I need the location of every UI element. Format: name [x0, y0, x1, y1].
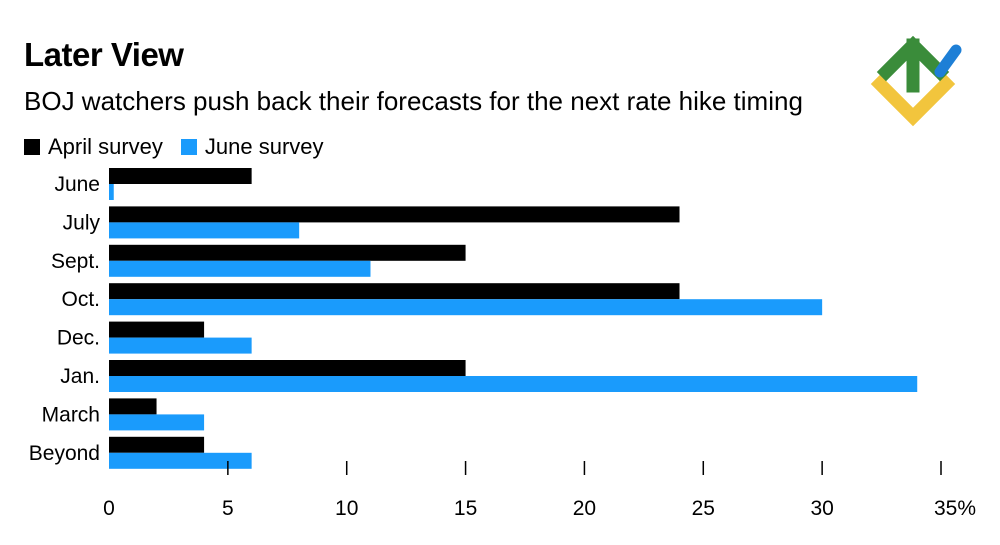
litefinance-logo-icon [870, 36, 962, 127]
legend-swatch-june [180, 139, 197, 155]
x-tick-label: 5 [222, 497, 234, 520]
bar-april-beyond [109, 436, 205, 453]
category-label: June [54, 173, 100, 196]
bar-april-sept [109, 244, 466, 261]
bar-june-sept [109, 260, 371, 277]
category-label: Beyond [29, 442, 100, 465]
logo-green-arrow [876, 36, 950, 93]
bar-june-june [109, 184, 114, 200]
x-tick-label: 35% [934, 497, 976, 520]
bar-april-march [109, 398, 157, 415]
category-labels: June July Sept. Oct. Dec. Jan. March Beyond [29, 173, 101, 465]
bars-group [109, 168, 918, 469]
bar-april-dec [109, 321, 205, 338]
bar-june-march [109, 414, 205, 431]
bar-june-jan [109, 376, 918, 392]
category-label: Dec. [57, 327, 100, 350]
bar-april-oct [109, 283, 680, 300]
category-label: Jan. [60, 365, 100, 388]
bar-june-oct [109, 299, 823, 316]
category-label: Sept. [51, 250, 100, 273]
x-tick-label: 20 [573, 497, 596, 520]
x-axis: 0 5 10 15 20 25 30 35% [103, 461, 976, 520]
legend-swatch-april [24, 139, 40, 155]
bar-june-beyond [109, 452, 252, 469]
bar-june-dec [109, 337, 252, 354]
legend-label-june: June survey [204, 134, 324, 159]
chart-title: Later View [24, 36, 184, 73]
category-label: March [42, 403, 100, 426]
legend-item-june: June survey [180, 134, 324, 160]
x-tick-label: 0 [103, 497, 115, 520]
legend: April survey June survey [24, 134, 342, 160]
chart-subtitle: BOJ watchers push back their forecasts f… [24, 86, 803, 116]
x-tick-label: 10 [335, 497, 358, 520]
legend-label-april: April survey [48, 134, 163, 159]
logo-yellow-chevron [870, 74, 956, 127]
bar-april-jan [109, 360, 466, 376]
x-tick-label: 15 [454, 497, 477, 520]
x-tick-label: 30 [810, 497, 833, 520]
category-label: Oct. [61, 288, 100, 311]
bar-june-july [109, 222, 300, 239]
bar-april-june [109, 168, 252, 184]
bar-april-july [109, 206, 680, 223]
x-tick-label: 25 [692, 497, 715, 520]
legend-item-april: April survey [24, 134, 163, 160]
logo-blue-stroke [934, 44, 962, 78]
category-label: July [63, 211, 101, 234]
